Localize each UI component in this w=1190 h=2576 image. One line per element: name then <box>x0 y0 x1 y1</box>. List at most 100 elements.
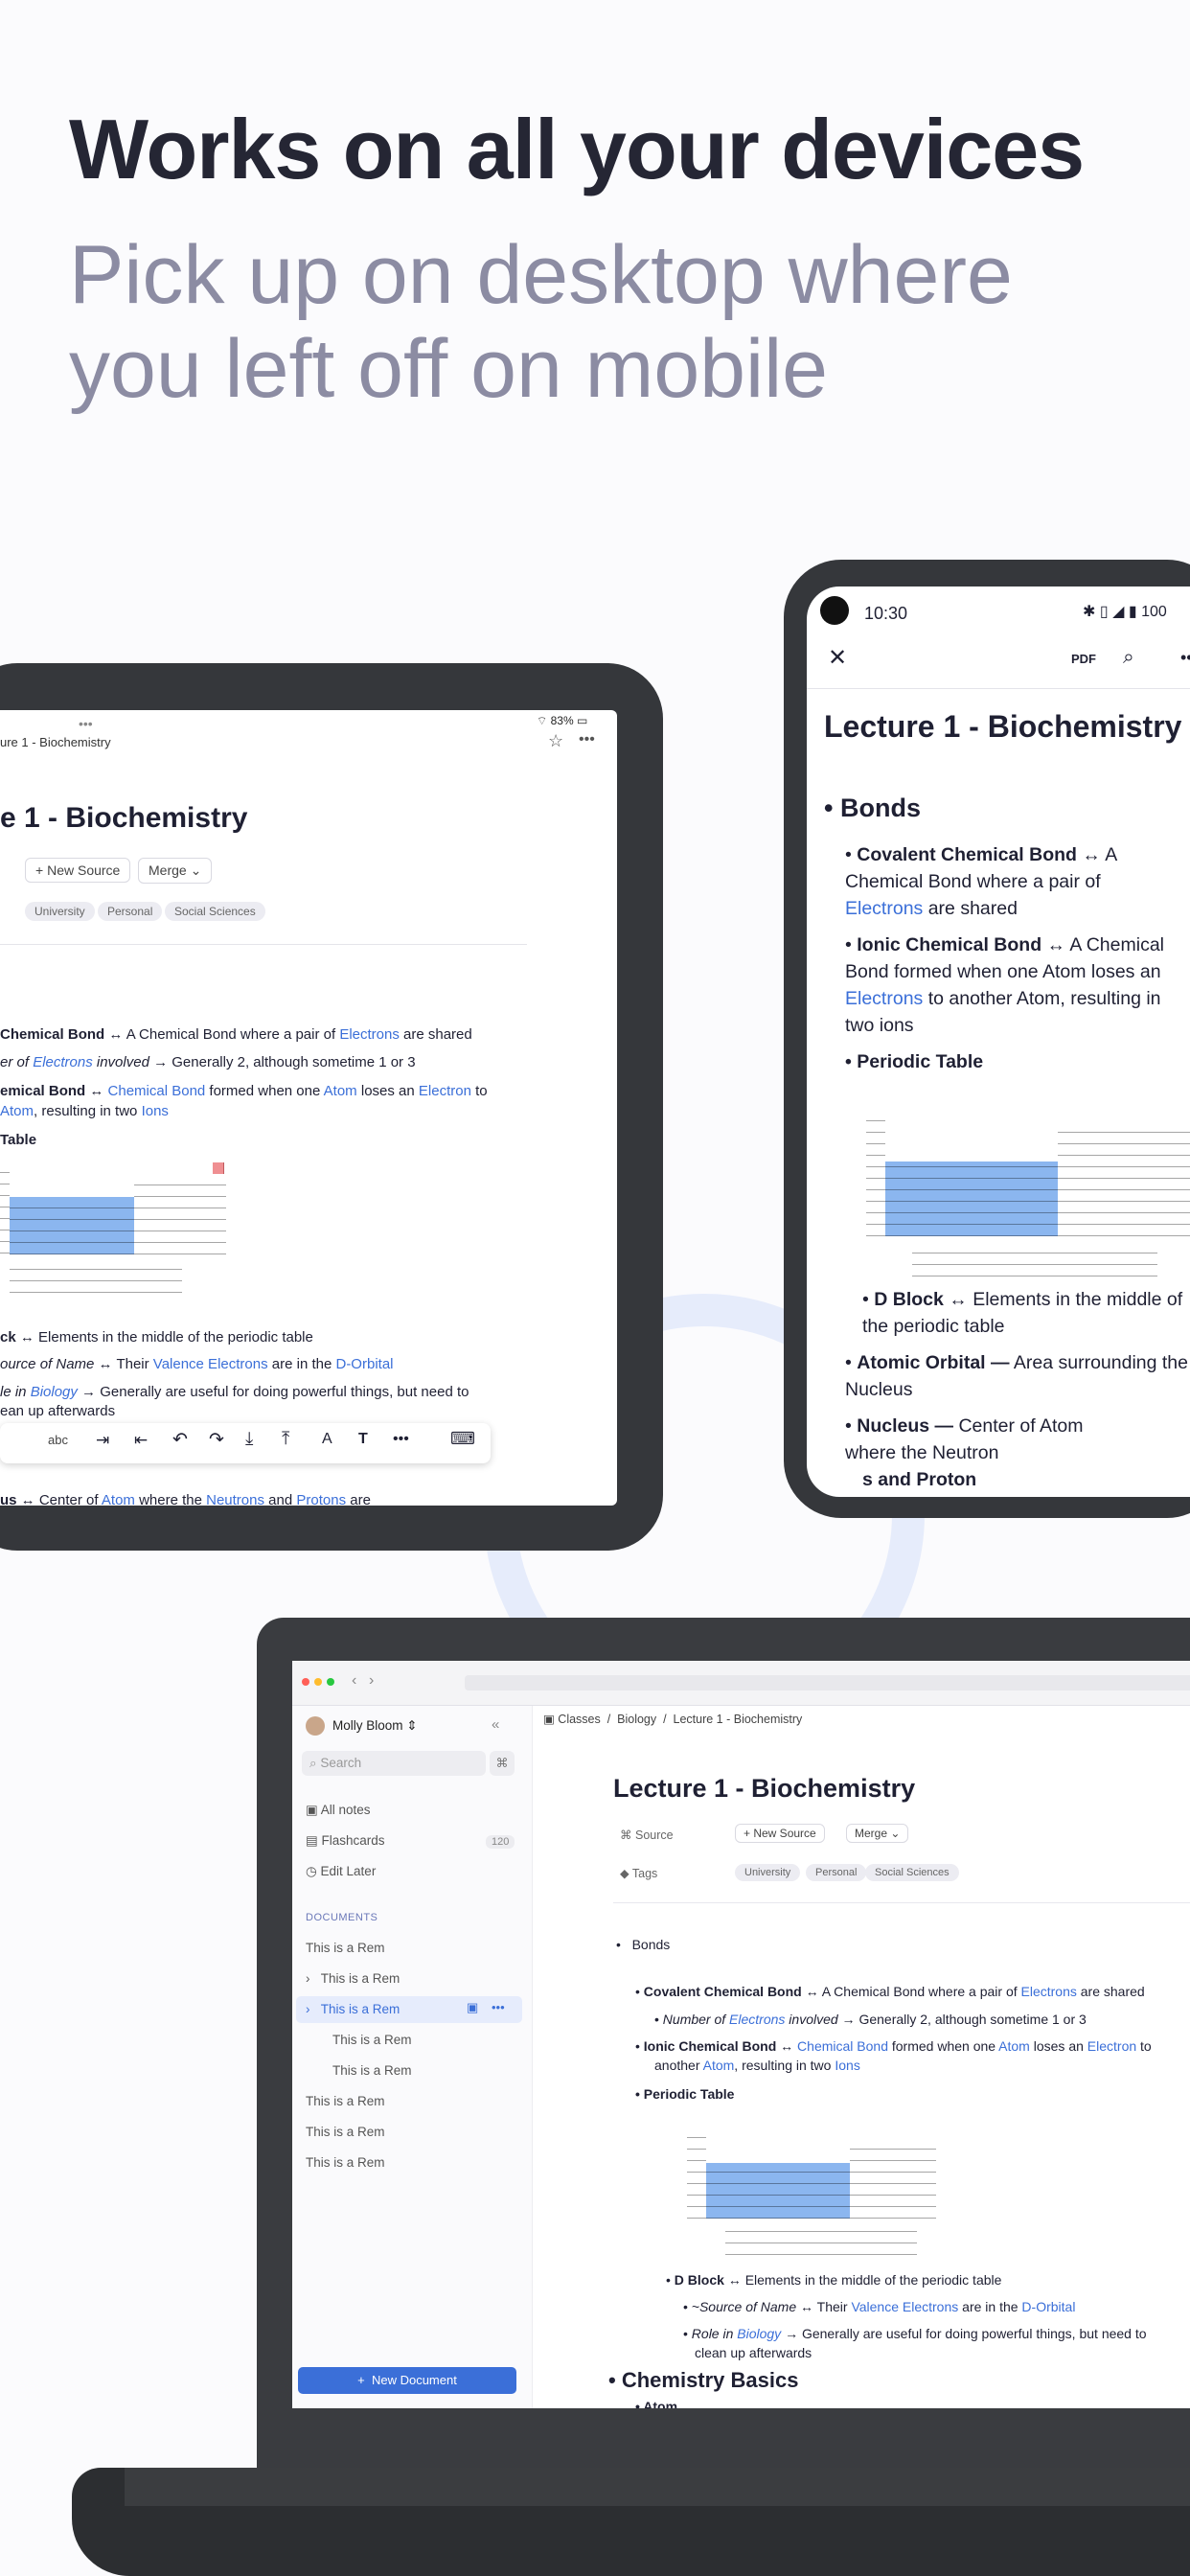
breadcrumb-biology[interactable]: Biology <box>617 1713 657 1726</box>
laptop-role: • Role in Biology → Generally are useful… <box>683 2326 1147 2341</box>
tags-label: ◆ Tags <box>620 1867 658 1880</box>
address-bar[interactable] <box>465 1675 1190 1690</box>
move-down-icon[interactable]: ⤓ <box>245 1429 254 1449</box>
selected-rem-highlight <box>296 1996 522 2023</box>
new-source-button[interactable]: + New Source <box>735 1824 825 1843</box>
more-icon[interactable]: ••• <box>579 731 595 748</box>
undo-icon[interactable]: ↶ <box>172 1430 188 1450</box>
tablet-line-nucleus: us ↔ Center of Atom where the Neutrons a… <box>0 1492 371 1506</box>
document-icon[interactable]: ▣ <box>467 2000 479 2014</box>
phone-ionic: • Ionic Chemical Bond ↔ A Chemical Bond … <box>845 934 1164 1036</box>
periodic-table-noble <box>213 1162 224 1174</box>
merge-button[interactable]: Merge ⌄ <box>846 1824 909 1843</box>
periodic-table-f-block <box>912 1242 1157 1276</box>
breadcrumb-classes[interactable]: Classes <box>558 1713 601 1726</box>
sidebar-rem-8[interactable]: This is a Rem <box>306 2155 385 2170</box>
breadcrumb-lecture[interactable]: Lecture 1 - Biochemistry <box>673 1713 803 1726</box>
periodic-table-f-block <box>10 1264 182 1293</box>
nav-all-notes[interactable]: ▣ All notes <box>306 1803 371 1817</box>
laptop-periodic: • Periodic Table <box>635 2086 735 2102</box>
keyboard-icon[interactable]: ⌨ <box>450 1429 475 1448</box>
breadcrumb: ▣ Classes / Biology / Lecture 1 - Bioche… <box>543 1713 803 1726</box>
source-label: ⌘ Source <box>620 1828 674 1842</box>
search-icon[interactable]: ⌕ <box>1123 646 1134 668</box>
periodic-table-d-block <box>706 2163 850 2219</box>
new-source-button[interactable]: + New Source <box>25 858 131 883</box>
phone-dblock: • D Block ↔ Elements in the middle of th… <box>862 1289 1183 1337</box>
page-title: Lecture 1 - Biochemistry <box>613 1774 916 1803</box>
tag-personal[interactable]: Personal <box>806 1864 867 1881</box>
search-placeholder: ⌕ Search <box>309 1756 362 1770</box>
close-window-icon[interactable] <box>302 1678 309 1686</box>
divider <box>807 688 1190 689</box>
divider <box>0 944 527 945</box>
pdf-button[interactable]: PDF <box>1071 652 1096 666</box>
laptop-chemistry-basics: • Chemistry Basics <box>608 2368 799 2392</box>
multitask-dots: ••• <box>79 716 93 731</box>
sidebar-rem-5[interactable]: This is a Rem <box>332 2063 412 2078</box>
laptop-dblock: • D Block ↔ Elements in the middle of th… <box>666 2272 1002 2288</box>
phone-time: 10:30 <box>864 604 908 623</box>
editor-toolbar: abc ⇥ ⇤ ↶ ↷ ⤓ ⤒ A T ••• ⌨ <box>0 1423 491 1463</box>
laptop-number: • Number of Electrons involved → General… <box>654 2012 1087 2027</box>
maximize-window-icon[interactable] <box>327 1678 334 1686</box>
periodic-table-image <box>0 1162 10 1254</box>
phone-screen: 10:30 ✱ ▯ ◢ ▮ 100 ✕ PDF ⌕ ••• Lecture 1 … <box>807 586 1190 1497</box>
laptop-ionic-2: another Atom, resulting in two Ions <box>654 2058 860 2073</box>
tablet-line-number: er of Electrons involved → Generally 2, … <box>0 1054 416 1070</box>
tablet-line-ionic-2: Atom, resulting in two Ions <box>0 1103 169 1119</box>
more-icon[interactable]: ••• <box>1180 648 1190 667</box>
merge-button[interactable]: Merge ⌄ <box>138 858 213 884</box>
periodic-table-d-block <box>885 1162 1058 1236</box>
sidebar-rem-4[interactable]: This is a Rem <box>332 2033 412 2047</box>
laptop-covalent: • Covalent Chemical Bond ↔ A Chemical Bo… <box>635 1984 1145 1999</box>
tag-university[interactable]: University <box>735 1864 801 1881</box>
more-options-icon[interactable]: ••• <box>393 1431 409 1447</box>
sidebar-rem-3-selected[interactable]: › This is a Rem <box>306 2002 400 2016</box>
headline: Works on all your devices <box>69 102 1085 196</box>
sidebar-rem-1[interactable]: This is a Rem <box>306 1941 385 1955</box>
laptop-bonds: • Bonds <box>616 1937 671 1952</box>
search-input[interactable] <box>302 1751 486 1776</box>
indent-icon[interactable]: ⇥ <box>96 1431 110 1449</box>
sidebar-rem-6[interactable]: This is a Rem <box>306 2094 385 2108</box>
tag-social-sciences[interactable]: Social Sciences <box>165 902 265 921</box>
tablet-line-role-2: ean up afterwards <box>0 1403 116 1419</box>
tablet-line-table: Table <box>0 1132 37 1148</box>
sidebar-rem-2[interactable]: › This is a Rem <box>306 1971 400 1986</box>
periodic-table-f-block <box>725 2228 917 2255</box>
collapse-sidebar-icon[interactable]: « <box>492 1716 500 1733</box>
command-icon[interactable]: ⌘ <box>490 1751 515 1776</box>
tag-personal[interactable]: Personal <box>98 902 163 921</box>
tablet-line-ionic: emical Bond ↔ Chemical Bond formed when … <box>0 1083 488 1099</box>
text-style-icon[interactable]: A <box>322 1431 332 1447</box>
spellcheck-button[interactable]: abc <box>48 1433 68 1447</box>
flashcards-count: 120 <box>486 1835 515 1849</box>
redo-icon[interactable]: ↷ <box>209 1430 224 1450</box>
periodic-table-p-block <box>134 1174 226 1254</box>
minimize-window-icon[interactable] <box>314 1678 322 1686</box>
outdent-icon[interactable]: ⇤ <box>134 1431 149 1449</box>
tablet-screen: ••• ⌔ 83% ▭ ure 1 - Biochemistry ☆ ••• e… <box>0 710 617 1506</box>
close-icon[interactable]: ✕ <box>828 645 848 671</box>
tablet-line-source: ource of Name ↔ Their Valence Electrons … <box>0 1356 394 1372</box>
tablet-status: ⌔ 83% ▭ <box>537 714 588 727</box>
star-icon[interactable]: ☆ <box>548 731 564 750</box>
laptop-screen: ‹ › Molly Bloom ⇕ « ⌕ Search ⌘ ▣ All not… <box>292 1661 1190 2408</box>
nav-flashcards[interactable]: ▤ Flashcards <box>306 1833 385 1848</box>
more-icon[interactable]: ••• <box>492 2000 505 2014</box>
tag-university[interactable]: University <box>25 902 95 921</box>
laptop-role-2: clean up afterwards <box>695 2345 812 2360</box>
back-icon[interactable]: ‹ <box>352 1672 357 1689</box>
nav-edit-later[interactable]: ◷ Edit Later <box>306 1864 377 1878</box>
avatar <box>306 1716 325 1736</box>
phone-status-icons: ✱ ▯ ◢ ▮ 100 <box>1083 604 1167 620</box>
text-format-icon[interactable]: T <box>358 1431 368 1447</box>
tag-social-sciences[interactable]: Social Sciences <box>865 1864 959 1881</box>
sidebar-rem-7[interactable]: This is a Rem <box>306 2125 385 2139</box>
user-name[interactable]: Molly Bloom ⇕ <box>332 1718 418 1733</box>
phone-covalent: • Covalent Chemical Bond ↔ A Chemical Bo… <box>845 844 1117 919</box>
new-document-button[interactable]: + New Document <box>298 2367 516 2394</box>
forward-icon[interactable]: › <box>369 1672 375 1689</box>
move-up-icon[interactable]: ⤒ <box>282 1429 290 1449</box>
